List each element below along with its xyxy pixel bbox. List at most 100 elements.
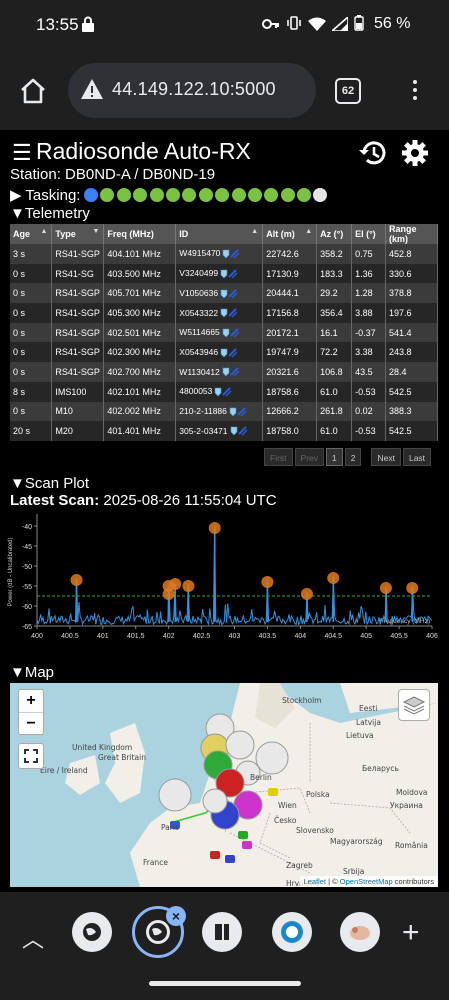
osm-link[interactable]: OpenStreetMap — [339, 877, 393, 886]
map-section-toggle[interactable]: ▼Map — [10, 664, 55, 681]
sondehub-icon[interactable] — [220, 347, 238, 358]
table-cell: 378.8 — [385, 283, 438, 304]
table-cell: 8 s — [10, 381, 53, 402]
close-tab-icon[interactable]: × — [166, 906, 186, 926]
tab-thumbnail[interactable] — [72, 912, 112, 952]
map-place-label: Zagreb — [286, 861, 313, 870]
sondehub-icon[interactable] — [220, 269, 238, 279]
url-bar[interactable]: 44.149.122.10:5000 — [68, 63, 316, 118]
pagination-next-button[interactable]: Next — [371, 448, 401, 466]
tab-thumbnail[interactable] — [340, 912, 380, 952]
table-row[interactable]: 0 s RS41-SGP 405.701 MHz V1050636 20444.1 29.… — [10, 283, 438, 304]
sondehub-icon[interactable] — [222, 249, 240, 259]
tab-switcher-button[interactable]: 62 — [335, 78, 361, 104]
table-cell: V1050636 — [175, 283, 264, 304]
sort-icon: ▲ — [251, 228, 259, 235]
history-icon[interactable] — [358, 138, 388, 168]
map-place-label: România — [395, 841, 428, 850]
hamburger-menu-icon[interactable]: ☰ — [12, 140, 32, 165]
table-row[interactable]: 0 s RS41-SGP 402.300 MHz X0543946 19747.9 72.… — [10, 342, 438, 363]
column-header-alt[interactable]: Alt (m) ▲ — [262, 224, 318, 244]
map-place-label: Magyarország — [330, 837, 383, 846]
table-cell: 12666.2 — [262, 401, 318, 422]
map-place-label: Беларусь — [362, 764, 399, 773]
table-cell: 0 s — [10, 322, 53, 343]
home-icon[interactable] — [18, 76, 48, 106]
tasking-label[interactable]: ▶ Tasking: — [10, 187, 81, 204]
map-place-label: Slovensko — [296, 826, 334, 835]
table-row[interactable]: 3 s RS41-SGP 404.101 MHz W4915470 22742.6 358… — [10, 244, 438, 264]
pagination-first-button[interactable]: First — [264, 448, 293, 466]
map-view[interactable]: Stockholm Eesti Latvija Lietuva United Kingd… — [10, 683, 438, 887]
sondehub-icon[interactable] — [230, 426, 248, 436]
tab-thumbnail[interactable] — [202, 912, 242, 952]
table-cell: W4915470 — [175, 244, 264, 264]
table-cell: 3.38 — [351, 342, 387, 363]
pagination-page-1[interactable]: 1 — [326, 448, 343, 466]
tasking-dot — [264, 188, 279, 202]
column-header-az[interactable]: Az (°) — [316, 224, 353, 244]
warning-icon[interactable] — [80, 78, 104, 100]
table-cell: 330.6 — [385, 263, 438, 284]
column-header-range[interactable]: Range (km) — [385, 224, 438, 244]
x-tick-label: 405 — [360, 633, 372, 640]
sondehub-icon[interactable] — [220, 308, 238, 318]
pagination-page-2[interactable]: 2 — [344, 448, 362, 466]
table-cell: 542.5 — [385, 421, 438, 441]
table-cell: RS41-SGP — [51, 322, 105, 343]
table-cell: W5114665 — [175, 322, 264, 343]
column-header-id[interactable]: ID ▲ — [175, 224, 264, 244]
table-row[interactable]: 0 s RS41-SGP 402.501 MHz W5114665 20172.1 16.… — [10, 322, 438, 343]
header: ☰ Radiosonde Auto-RX — [10, 136, 440, 166]
column-header-age[interactable]: Age ▲ — [10, 224, 53, 244]
table-header-row: Age ▲ Type ▼ Freq (MHz) ID ▲ Alt (m) ▲ Az (°… — [10, 224, 438, 244]
url-text[interactable]: 44.149.122.10:5000 — [112, 79, 276, 99]
pagination-last-button[interactable]: Last — [402, 448, 432, 466]
pagination-prev-button[interactable]: Prev — [294, 448, 325, 466]
table-cell: 183.3 — [316, 263, 353, 284]
table-cell: 20444.1 — [262, 283, 318, 304]
scan-plot-section-toggle[interactable]: ▼Scan Plot — [10, 475, 90, 492]
leaflet-link[interactable]: Leaflet — [303, 877, 327, 886]
tasking-dot — [133, 188, 148, 202]
table-cell: IMS100 — [51, 381, 105, 402]
sondehub-icon[interactable] — [214, 387, 232, 397]
sondehub-icon[interactable] — [220, 288, 238, 299]
layers-icon[interactable] — [398, 689, 430, 721]
new-tab-button[interactable]: + — [402, 916, 420, 949]
table-cell: 1.28 — [351, 283, 387, 304]
table-cell: 0 s — [10, 342, 53, 363]
table-cell: 106.8 — [316, 362, 353, 382]
table-row[interactable]: 0 s RS41-SGP 402.700 MHz W1130412 20321.6 106… — [10, 362, 438, 382]
sondehub-icon[interactable] — [222, 367, 240, 377]
zoom-in-button[interactable]: + — [26, 692, 36, 709]
column-header-freq[interactable]: Freq (MHz) — [103, 224, 177, 244]
table-cell: 402.101 MHz — [103, 381, 177, 402]
fullscreen-icon[interactable] — [18, 743, 44, 769]
vibrate-icon — [287, 16, 301, 30]
tab-thumbnail[interactable] — [272, 912, 312, 952]
zoom-out-button[interactable]: − — [19, 712, 43, 734]
status-icons — [262, 15, 364, 34]
telemetry-section-toggle[interactable]: ▼Telemetry — [10, 205, 90, 222]
browser-menu-icon[interactable] — [405, 77, 425, 107]
sondehub-icon[interactable] — [229, 407, 247, 417]
table-row[interactable]: 8 s IMS100 402.101 MHz 4800053 18758.6 61.0 -0… — [10, 381, 438, 402]
table-cell: 197.6 — [385, 303, 438, 323]
column-header-el[interactable]: El (°) — [351, 224, 387, 244]
table-cell: M10 — [51, 401, 105, 422]
table-row[interactable]: 20 s M20 401.401 MHz 305-2-03471 18758.0 61.0… — [10, 421, 438, 441]
table-row[interactable]: 0 s RS41-SGP 405.300 MHz X0543322 17156.8 356… — [10, 303, 438, 323]
wifi-icon — [307, 17, 326, 31]
table-cell: RS41-SGP — [51, 342, 105, 363]
chevron-up-icon[interactable]: ︿ — [22, 927, 45, 952]
column-header-type[interactable]: Type ▼ — [51, 224, 105, 244]
table-cell: 61.0 — [316, 381, 353, 402]
sondehub-icon[interactable] — [222, 328, 240, 338]
scan-plot-chart: -40 -45 -50 -55 -60 -65 400 400.5 401 401.5 402 402… — [8, 514, 438, 640]
table-row[interactable]: 0 s M10 402.002 MHz 210-2-11886 12666.2 261.8… — [10, 401, 438, 422]
table-row[interactable]: 0 s RS41-SG 403.500 MHz V3240499 17130.9 183.… — [10, 263, 438, 284]
tasking-row[interactable]: ▶ Tasking: — [10, 186, 440, 206]
gear-icon[interactable] — [400, 138, 430, 168]
table-cell: 358.2 — [316, 244, 353, 264]
